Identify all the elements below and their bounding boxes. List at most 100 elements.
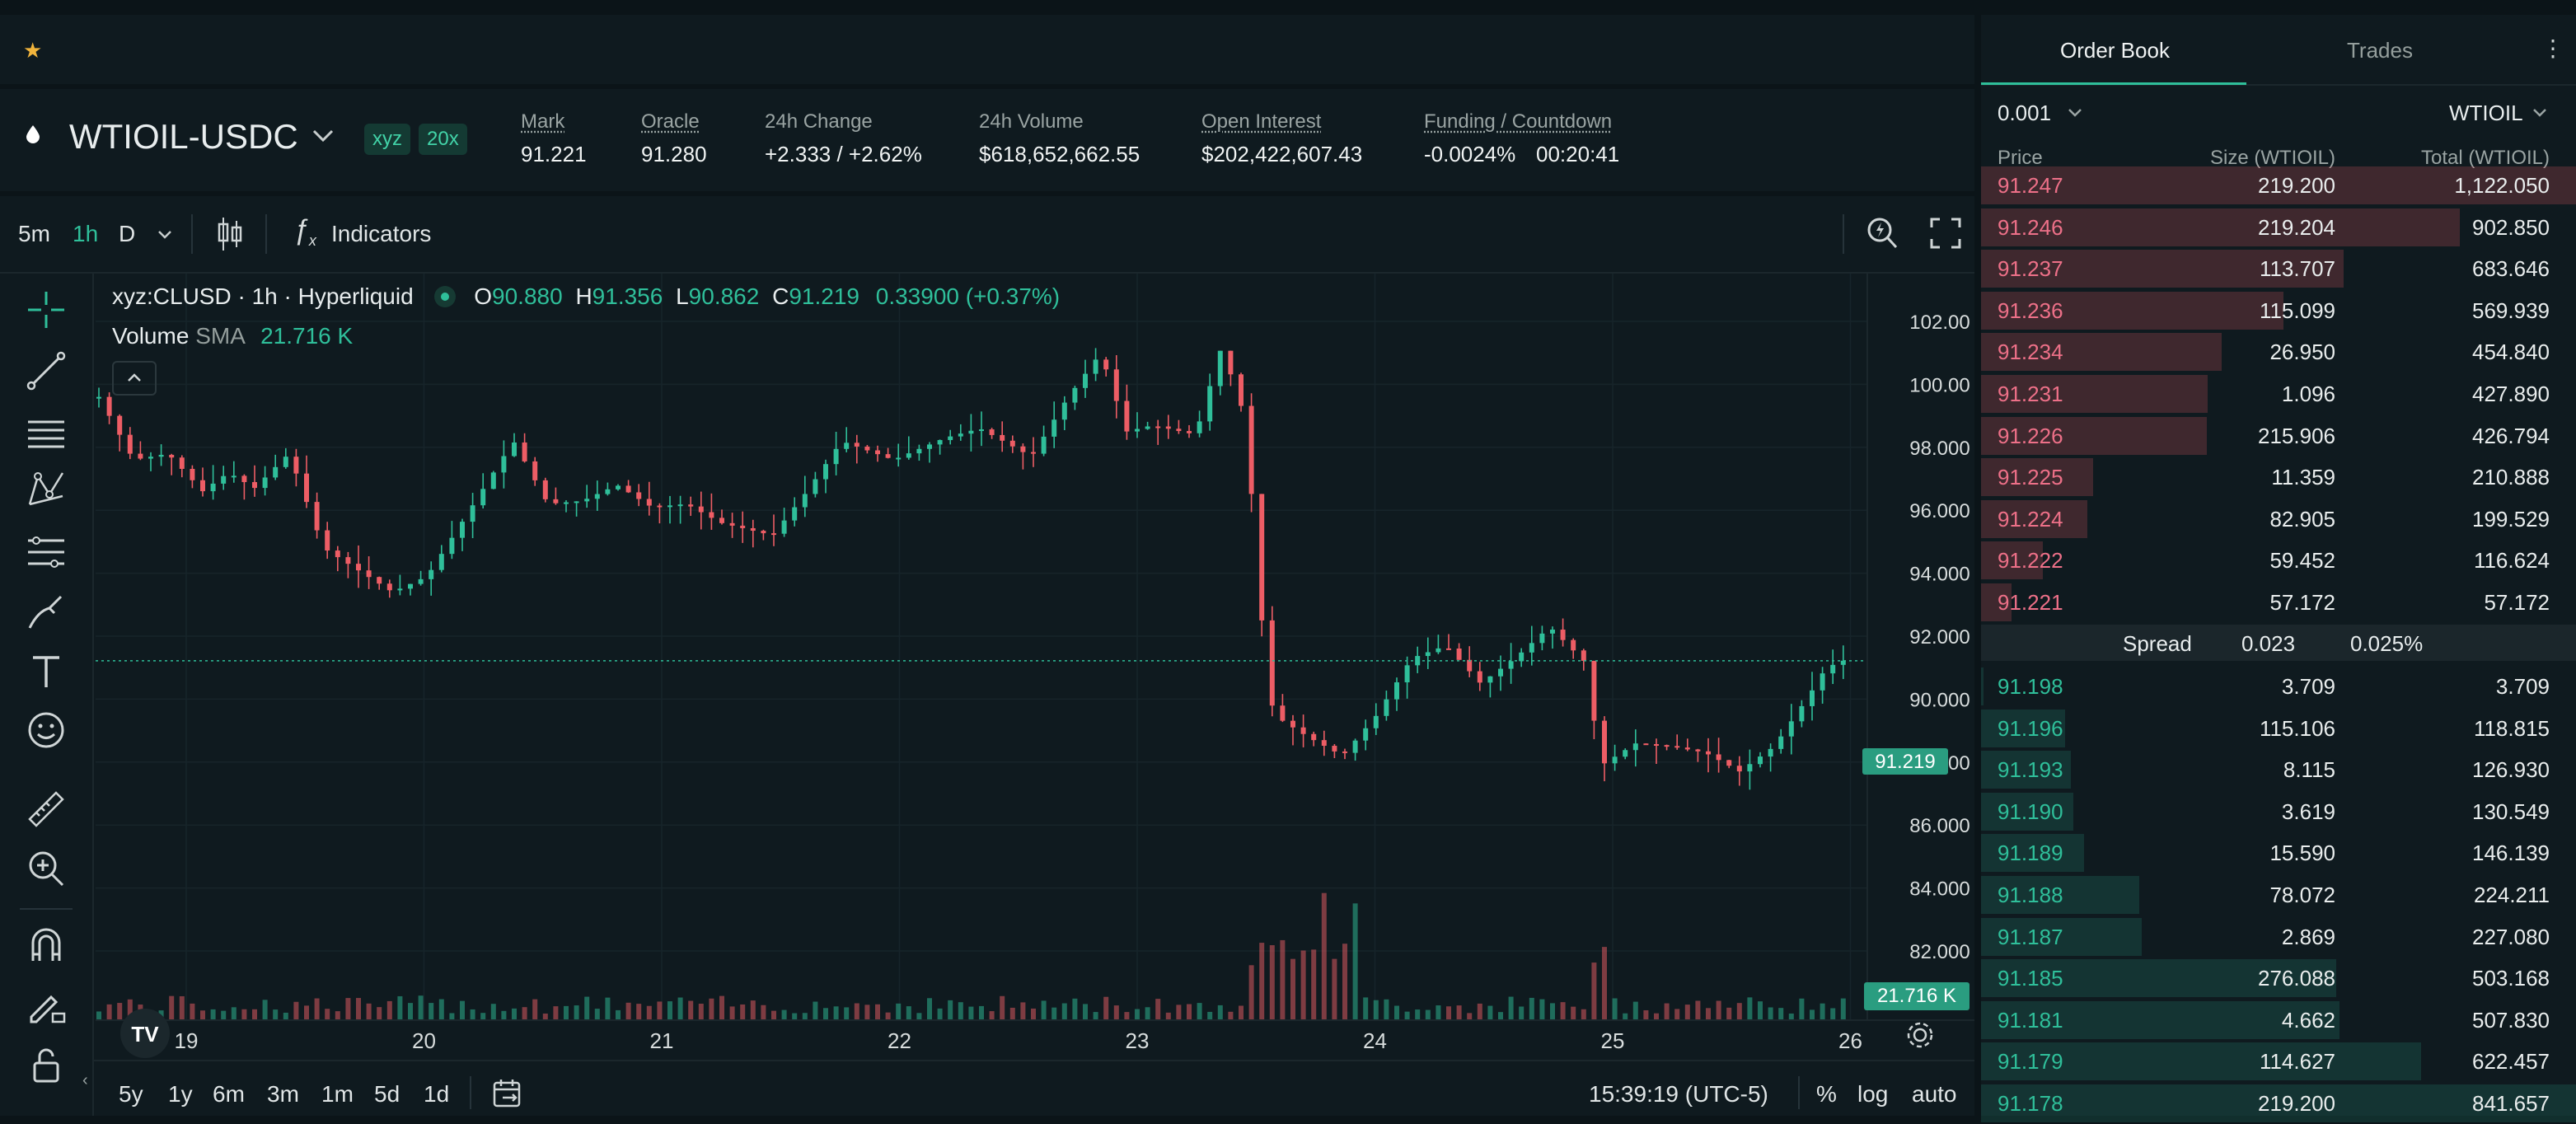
oracle-label[interactable]: Oracle [641, 110, 700, 133]
ruler-icon[interactable] [25, 788, 68, 831]
chevron-down-icon[interactable] [2067, 107, 2083, 119]
volume-bar [1539, 999, 1545, 1020]
range-1y[interactable]: 1y [168, 1081, 193, 1107]
bid-row[interactable]: 91.190 3.619 130.549 [1981, 791, 2576, 832]
volume-bar [1684, 1005, 1690, 1020]
volume-bar [1788, 1013, 1794, 1020]
volume-bar [1778, 1008, 1784, 1020]
collapse-arrow-icon[interactable]: ‹ [82, 1071, 88, 1089]
volume-bar [1394, 1005, 1399, 1020]
symbol-title[interactable]: WTIOIL-USDC [69, 117, 298, 156]
depth-bar [1981, 959, 2337, 998]
indicators-button[interactable]: Indicators [331, 221, 432, 246]
tab-trades[interactable]: Trades [2347, 38, 2413, 63]
volume-bar [979, 1005, 984, 1020]
candle-body [1810, 690, 1815, 706]
candle-body [148, 457, 153, 459]
candle-body [429, 569, 434, 579]
pencil-lock-icon[interactable] [25, 984, 68, 1027]
ask-row[interactable]: 91.226 215.906 426.794 [1981, 415, 2576, 457]
interval-d[interactable]: D [119, 221, 136, 246]
interval-1h[interactable]: 1h [73, 221, 99, 246]
emoji-icon[interactable] [25, 709, 68, 752]
candle-body [1602, 720, 1607, 764]
funding-label[interactable]: Funding / Countdown [1424, 110, 1613, 133]
collapse-legend-button[interactable] [112, 361, 157, 396]
range-5d[interactable]: 5d [374, 1081, 400, 1107]
tag-leverage[interactable]: 20x [419, 124, 467, 155]
go-to-date-icon[interactable] [491, 1078, 524, 1109]
ask-price: 91.236 [1998, 297, 2063, 323]
projection-icon[interactable] [25, 529, 68, 572]
ask-row[interactable]: 91.236 115.099 569.939 [1981, 290, 2576, 331]
price-chart[interactable]: 102.00 100.00 98.000 96.000 94.000 92.000 90.0… [96, 274, 1974, 1060]
ask-row[interactable]: 91.231 1.096 427.890 [1981, 373, 2576, 414]
auto-toggle[interactable]: auto [1912, 1081, 1957, 1107]
bid-row[interactable]: 91.189 15.590 146.139 [1981, 832, 2576, 873]
bid-row[interactable]: 91.179 114.627 622.457 [1981, 1041, 2576, 1082]
ask-row[interactable]: 91.221 57.172 57.172 [1981, 582, 2576, 623]
ask-row[interactable]: 91.246 219.204 902.850 [1981, 207, 2576, 248]
bid-row[interactable]: 91.196 115.106 118.815 [1981, 708, 2576, 749]
quick-search-icon[interactable] [1866, 214, 1899, 251]
trend-line-icon[interactable] [25, 349, 68, 392]
range-3m[interactable]: 3m [267, 1081, 299, 1107]
tick-size-select[interactable]: 0.001 [1998, 101, 2052, 125]
fullscreen-icon[interactable] [1930, 218, 1961, 249]
bid-row[interactable]: 91.198 3.709 3.709 [1981, 666, 2576, 707]
unit-select[interactable]: WTIOIL [2449, 101, 2523, 125]
interval-5m[interactable]: 5m [18, 221, 50, 246]
candle-body [1009, 440, 1015, 447]
star-icon[interactable]: ★ [23, 38, 43, 63]
ask-row[interactable]: 91.237 113.707 683.646 [1981, 248, 2576, 289]
volume-bar [169, 995, 175, 1020]
volume-bar [1591, 962, 1597, 1020]
open-interest-label[interactable]: Open Interest [1201, 110, 1322, 133]
ask-total: 683.646 [2472, 256, 2550, 282]
pattern-icon[interactable] [25, 468, 68, 511]
bid-row[interactable]: 91.193 8.115 126.930 [1981, 749, 2576, 790]
bid-row[interactable]: 91.178 219.200 841.657 [1981, 1083, 2576, 1124]
chevron-down-icon[interactable] [311, 129, 335, 143]
clock[interactable]: 15:39:19 (UTC-5) [1589, 1081, 1768, 1107]
candle-body [1456, 649, 1462, 660]
bid-row[interactable]: 91.181 4.662 507.830 [1981, 1000, 2576, 1041]
settings-icon[interactable] [1905, 1020, 1935, 1050]
candle-body [1197, 421, 1202, 433]
legend-title[interactable]: xyz:CLUSD · 1h · Hyperliquid [112, 283, 414, 309]
tab-order-book[interactable]: Order Book [2060, 38, 2170, 63]
volume-bar [490, 1004, 496, 1020]
range-1m[interactable]: 1m [321, 1081, 354, 1107]
magnet-icon[interactable] [25, 925, 68, 967]
bid-total: 507.830 [2472, 1007, 2550, 1033]
interval-chevron-icon[interactable] [157, 229, 173, 241]
crosshair-icon[interactable] [25, 288, 68, 331]
range-5y[interactable]: 5y [119, 1081, 143, 1107]
bid-row[interactable]: 91.187 2.869 227.080 [1981, 916, 2576, 958]
candle-type-icon[interactable] [216, 216, 244, 252]
text-icon[interactable] [25, 649, 68, 692]
zoom-in-icon[interactable] [25, 847, 68, 890]
volume-label[interactable]: Volume [112, 323, 190, 349]
range-1d[interactable]: 1d [424, 1081, 450, 1107]
candle-body [761, 531, 766, 534]
ask-row[interactable]: 91.234 26.950 454.840 [1981, 331, 2576, 372]
volume-bar [252, 1009, 257, 1020]
percent-toggle[interactable]: % [1816, 1081, 1837, 1107]
ask-row[interactable]: 91.224 82.905 199.529 [1981, 499, 2576, 540]
mark-label[interactable]: Mark [521, 110, 565, 133]
log-toggle[interactable]: log [1857, 1081, 1889, 1107]
horizontal-lines-icon[interactable] [25, 410, 68, 453]
bid-row[interactable]: 91.185 276.088 503.168 [1981, 958, 2576, 999]
ask-row[interactable]: 91.222 59.452 116.624 [1981, 540, 2576, 581]
depth-bar [1981, 250, 2344, 288]
range-6m[interactable]: 6m [213, 1081, 245, 1107]
brush-icon[interactable] [25, 590, 68, 633]
more-menu-icon[interactable]: ⋮ [2541, 35, 2564, 61]
bid-row[interactable]: 91.188 78.072 224.211 [1981, 874, 2576, 916]
volume-bar [1384, 999, 1389, 1020]
lock-icon[interactable] [25, 1043, 68, 1086]
chevron-down-icon[interactable] [2532, 107, 2548, 119]
ask-row[interactable]: 91.247 219.200 1,122.050 [1981, 165, 2576, 206]
ask-row[interactable]: 91.225 11.359 210.888 [1981, 457, 2576, 498]
